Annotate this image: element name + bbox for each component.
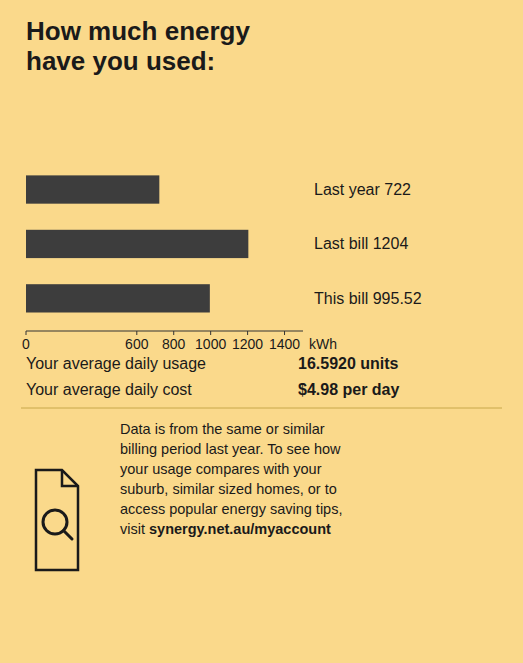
footer-line: access popular energy saving tips, (120, 501, 342, 517)
bar-label: This bill 995.52 (314, 290, 422, 307)
icon-document (36, 470, 78, 570)
bars (26, 175, 248, 312)
x-tick-label: 800 (162, 336, 186, 352)
x-tick-label: 0 (22, 336, 30, 352)
stat-text: Your average daily cost (26, 381, 192, 398)
icon-fold (62, 470, 78, 486)
separator (21, 408, 502, 409)
bar (26, 230, 248, 258)
chart: How much energyhave you used: Last year 7… (0, 0, 523, 663)
title-line: have you used: (26, 46, 215, 76)
title-line: How much energy (26, 16, 250, 46)
x-tick (173, 331, 174, 335)
x-tick-label: 600 (125, 336, 149, 352)
icon-handle (64, 531, 73, 540)
footer-line: Data is from the same or similar (120, 421, 325, 437)
footer-link: synergy.net.au/myaccount (149, 521, 331, 537)
bar-label: Last year 722 (314, 181, 411, 198)
x-tick (247, 331, 248, 335)
footer-line: visit (120, 521, 149, 537)
footer-line: billing period last year. To see how (120, 441, 341, 457)
x-axis-label: kWh (309, 336, 337, 352)
x-tick (284, 331, 285, 335)
bar (26, 284, 210, 312)
footer-text: Data is from the same or similar billing … (120, 421, 342, 537)
bar (26, 175, 159, 203)
title: How much energyhave you used: (26, 16, 250, 76)
stat-text: 16.5920 units (298, 355, 399, 372)
x-tick (210, 331, 211, 335)
stat-text: Your average daily usage (26, 355, 206, 372)
stat-text: $4.98 per day (298, 381, 400, 398)
x-tick-label: 1200 (232, 336, 263, 352)
x-tick-label: 1400 (269, 336, 300, 352)
x-tick (26, 331, 27, 335)
footer-icon (36, 470, 78, 570)
x-tick (136, 331, 137, 335)
x-tick-label: 1000 (195, 336, 226, 352)
bar-label: Last bill 1204 (314, 235, 408, 252)
x-axis-line (26, 331, 303, 332)
footer-line: suburb, similar sized homes, or to (120, 481, 337, 497)
footer-line: your usage compares with your (120, 461, 322, 477)
